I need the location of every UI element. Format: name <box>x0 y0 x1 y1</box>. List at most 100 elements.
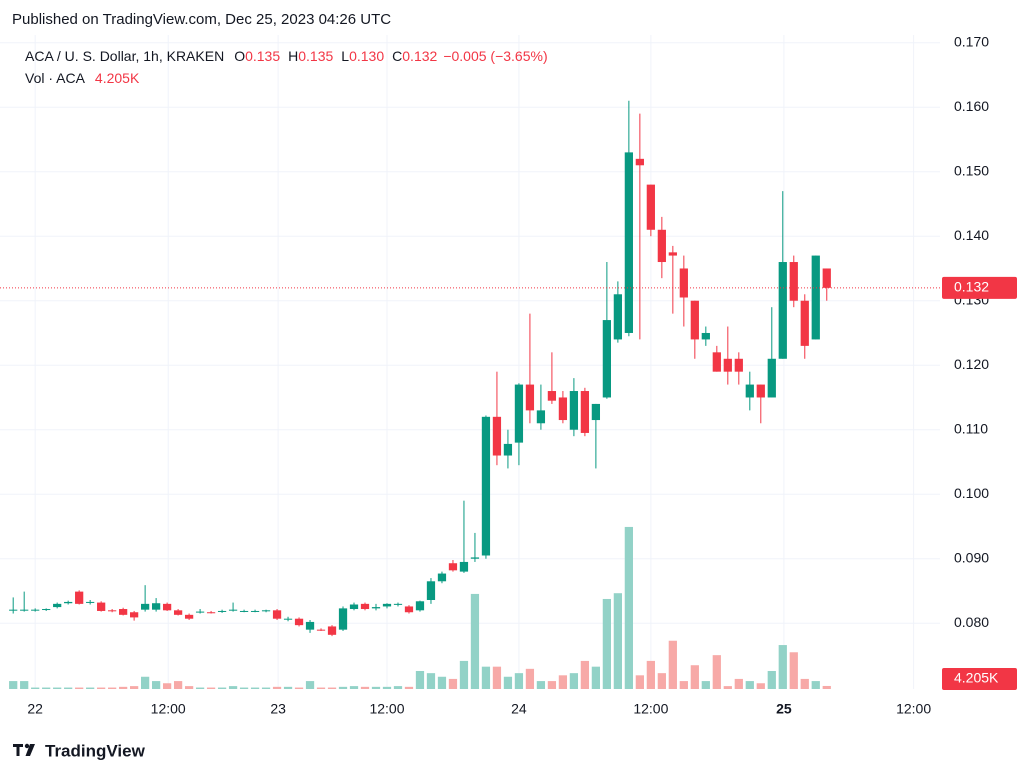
candle-body <box>239 610 249 612</box>
candle-body <box>459 561 469 572</box>
volume-bar <box>382 686 392 689</box>
legend-value: 0.130 <box>349 48 384 64</box>
candle-body <box>130 612 139 618</box>
candle-body <box>602 320 611 398</box>
candle-body <box>305 621 315 630</box>
volume-value: 4.205K <box>95 70 140 86</box>
candle-body <box>349 604 359 610</box>
candle-body <box>756 384 765 398</box>
volume-bar <box>646 660 655 689</box>
candle-body <box>569 391 579 430</box>
volume-bar <box>97 687 106 689</box>
volume-bar <box>228 686 238 689</box>
volume-bar <box>613 593 622 689</box>
candle-body <box>635 158 644 166</box>
volume-bar <box>811 681 820 689</box>
candle-body <box>679 268 688 298</box>
candle-body <box>701 332 710 340</box>
volume-bar <box>756 683 765 689</box>
y-tick-label: 0.140 <box>954 227 989 243</box>
volume-bar <box>492 666 502 689</box>
volume-bar <box>151 681 161 689</box>
candle-body <box>745 384 754 398</box>
candle-body <box>800 300 809 346</box>
candle-body <box>360 603 370 610</box>
candle-body <box>86 601 95 603</box>
candle-body <box>261 610 271 612</box>
volume-bar <box>272 686 282 689</box>
candle-body <box>195 611 205 613</box>
volume-bar <box>789 652 798 689</box>
candle-body <box>415 601 425 611</box>
candle-body <box>272 610 282 619</box>
published-note: Published on TradingView.com, Dec 25, 20… <box>12 11 391 28</box>
y-tick-label: 0.110 <box>954 420 988 436</box>
candle-body <box>316 629 326 631</box>
candle-body <box>20 609 29 611</box>
candle-body <box>9 609 18 611</box>
volume-bar <box>569 673 579 689</box>
candle-body <box>767 358 776 398</box>
x-tick-label: 25 <box>776 701 792 717</box>
volume-bar <box>470 593 480 689</box>
candle-body <box>119 609 128 615</box>
volume-bar <box>371 686 381 689</box>
volume-bar <box>393 686 403 689</box>
x-tick-label: 12:00 <box>151 701 186 717</box>
volume-bar <box>778 645 787 689</box>
last-price-label: 0.132 <box>954 279 989 295</box>
x-tick-label: 24 <box>511 701 527 717</box>
volume-bar <box>75 687 84 689</box>
candle-body <box>393 603 403 605</box>
volume-bar <box>635 675 644 689</box>
candle-body <box>141 603 150 610</box>
candle-body <box>42 609 51 611</box>
candle-body <box>404 606 414 613</box>
candle-body <box>690 300 699 340</box>
volume-bar <box>316 687 326 689</box>
volume-bar <box>327 687 337 689</box>
volume-bar <box>679 681 688 689</box>
candle-body <box>162 603 172 611</box>
candle-body <box>723 358 732 372</box>
candle-body <box>108 610 117 612</box>
legend-value: 0.132 <box>402 48 437 64</box>
volume-bar <box>239 687 249 689</box>
candle-body <box>789 262 798 301</box>
candle-body <box>173 610 183 615</box>
volume-bar <box>349 686 359 689</box>
candle-body <box>53 603 62 608</box>
x-tick-label: 22 <box>27 701 43 717</box>
volume-bar <box>184 686 194 689</box>
volume-bar <box>195 687 205 689</box>
x-tick-label: 12:00 <box>896 701 931 717</box>
volume-bar <box>130 686 139 689</box>
volume-bar <box>404 686 414 689</box>
candle-body <box>646 184 655 230</box>
volume-bar <box>602 598 611 689</box>
volume-bar <box>141 676 150 689</box>
volume-bar <box>119 686 128 689</box>
volume-bar <box>668 640 677 689</box>
volume-bar <box>514 673 524 689</box>
volume-bar <box>712 655 721 689</box>
volume-bar <box>591 666 601 689</box>
y-tick-label: 0.100 <box>954 485 989 501</box>
y-tick-label: 0.080 <box>954 614 989 630</box>
candle-body <box>811 255 820 340</box>
candle-body <box>481 416 491 556</box>
legend-value: 0.135 <box>298 48 333 64</box>
volume-bar <box>580 660 590 689</box>
volume-bar <box>108 687 117 689</box>
candle-body <box>338 608 348 630</box>
legend-key: L <box>341 48 349 64</box>
x-tick-label: 12:00 <box>369 701 404 717</box>
volume-bar <box>800 678 809 689</box>
candle-body <box>31 609 40 611</box>
volume-bar <box>338 686 348 689</box>
volume-badge-label: 4.205K <box>954 670 999 686</box>
candle-body <box>778 262 787 359</box>
volume-bar <box>822 685 831 689</box>
candle-body <box>712 352 721 372</box>
volume-bar <box>31 687 40 689</box>
